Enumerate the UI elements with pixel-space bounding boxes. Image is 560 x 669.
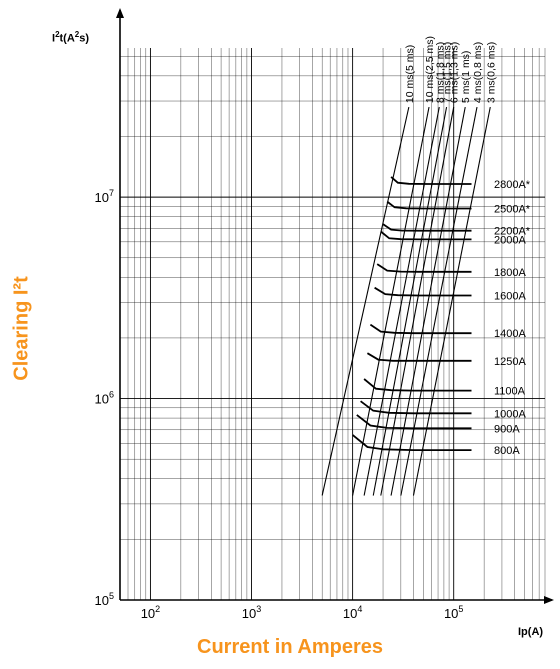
series-line [356,414,472,430]
series-label: 800A [494,445,520,457]
series-line [376,263,472,273]
reference-line-label: 8 ms(1,8 ms) [434,42,446,103]
x-axis-title: Current in Amperes [197,636,383,658]
y-axis-unit: I2t(A2s) [52,30,90,45]
series-label: 2200A* [494,226,531,238]
series-label: 2500A* [494,204,531,216]
series-label: 900A [494,423,520,435]
series-line [352,434,472,452]
series-label: 1600A [494,290,526,302]
x-tick-label: 105 [444,604,463,621]
series-line [386,200,472,210]
series-label: 2800A* [494,179,531,191]
series-line [366,352,472,362]
series-line [360,400,472,415]
y-tick-label: 106 [95,390,114,407]
reference-line-label: 6 ms(1,3 ms) [449,42,461,103]
reference-line [400,106,478,496]
reference-line [352,106,430,496]
x-tick-label: 102 [141,604,160,621]
series-label: 1400A [494,328,526,340]
reference-line-label: 10 ms(2,5 ms) [424,36,436,103]
series-label: 1800A [494,267,526,279]
series-label: 1100A [494,386,526,398]
series-label: 1250A [494,356,526,368]
y-tick-label: 105 [95,591,114,608]
x-tick-label: 103 [242,604,261,621]
reference-line-label: 5 ms(1 ms) [460,51,472,104]
series-line [382,223,472,232]
reference-line [372,106,448,496]
series-line [380,230,472,241]
y-axis-arrow [116,8,124,18]
series-line [363,378,472,392]
reference-line [363,106,440,496]
series-label: 1000A [494,408,526,420]
reference-line [412,106,491,496]
reference-line-label: 10 ms(5 ms) [404,45,416,103]
reference-line [321,106,410,496]
x-axis-unit: Ip(A) [518,626,544,638]
x-tick-label: 104 [343,604,362,621]
x-axis-arrow [544,596,554,604]
reference-line [390,106,466,496]
y-tick-label: 107 [95,188,114,205]
reference-line-label: 4 ms(0,8 ms) [472,42,484,103]
series-line [390,176,472,185]
reference-line-label: 3 ms(0,6 ms) [485,42,497,103]
series-line [374,286,472,297]
series-line [369,323,472,335]
reference-line-label: 7 ms(1,5 ms) [442,42,454,103]
series-label: 2000A [494,234,526,246]
reference-line [380,106,455,496]
